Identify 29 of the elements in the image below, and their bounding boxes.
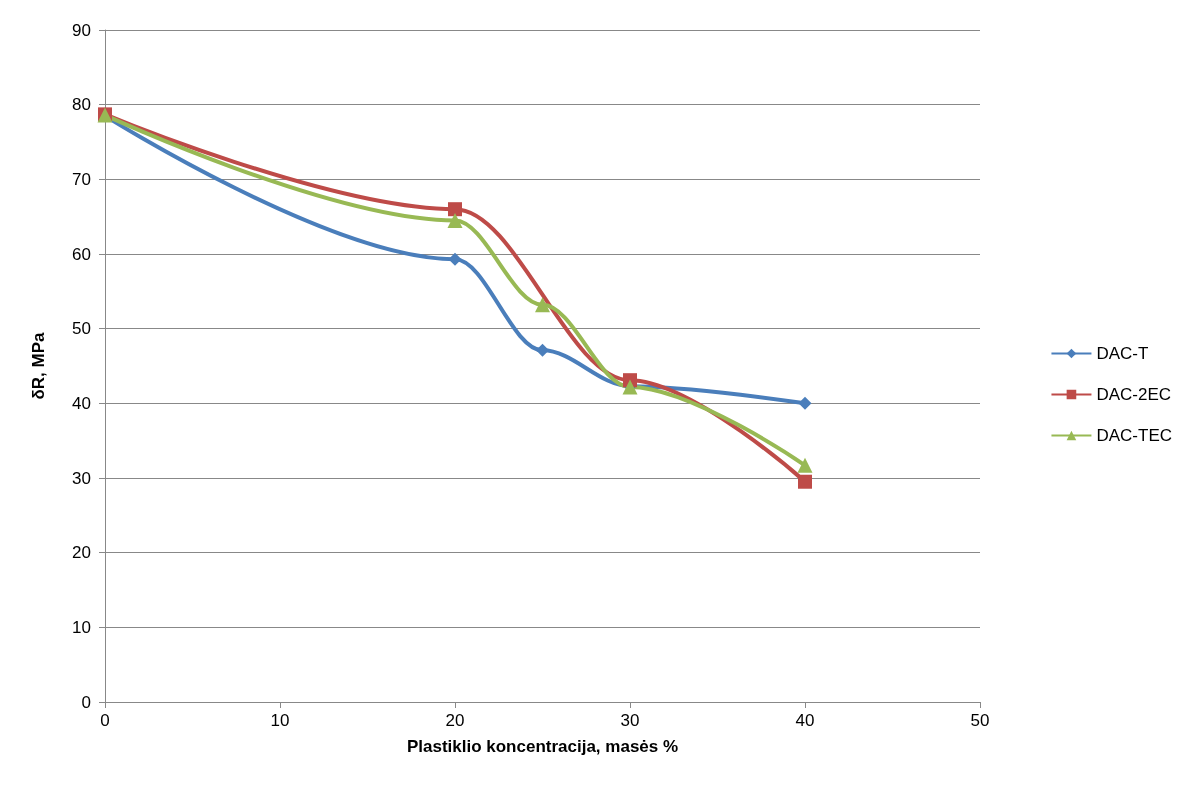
y-tick-label: 80	[72, 95, 91, 115]
point	[798, 396, 812, 410]
point	[798, 474, 812, 489]
point	[535, 297, 550, 313]
y-tick-label: 70	[72, 169, 91, 189]
point	[447, 212, 463, 228]
legend-label: DAC-2EC	[1096, 385, 1172, 404]
x-tick-label: 20	[445, 711, 465, 730]
legend-label: DAC-TEC	[1096, 426, 1173, 445]
y-tick-label: 90	[72, 20, 91, 40]
x-tick-label: 30	[620, 711, 640, 730]
point	[797, 457, 813, 473]
y-tick-label: 10	[72, 617, 91, 637]
y-tick-label: 40	[72, 393, 91, 413]
x-tick-label: 50	[970, 711, 990, 730]
x-axis-title: Plastiklio koncentracija, masės %	[406, 737, 679, 756]
point	[448, 202, 462, 217]
y-tick-label: 20	[72, 543, 91, 563]
y-tick-label: 30	[72, 468, 91, 488]
legend-label: DAC-T	[1096, 344, 1149, 363]
x-tick-label: 10	[270, 711, 290, 730]
x-tick-label: 0	[100, 711, 110, 730]
point	[448, 252, 462, 266]
y-axis-title: δR, MPa	[29, 331, 48, 400]
y-tick-label: 50	[72, 319, 91, 339]
y-tick-label: 0	[81, 692, 91, 712]
x-tick-label: 40	[795, 711, 815, 730]
y-tick-label: 60	[72, 244, 91, 264]
point	[536, 343, 549, 357]
